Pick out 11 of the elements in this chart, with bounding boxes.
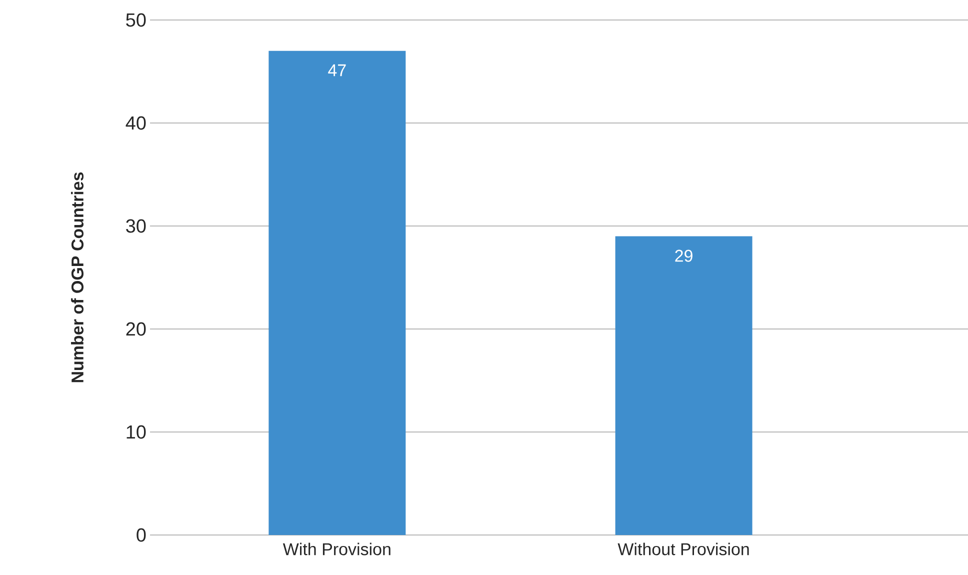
y-tick-label: 10 — [126, 425, 146, 439]
data-label: 47 — [328, 64, 346, 76]
y-tick-label: 20 — [126, 322, 146, 336]
y-tick-label: 0 — [136, 528, 146, 542]
data-label: 29 — [675, 250, 692, 262]
y-tick-label: 30 — [126, 219, 146, 233]
y-tick-label: 40 — [126, 116, 146, 130]
x-tick-label: Without Provision — [618, 542, 749, 556]
y-tick-label: 50 — [126, 13, 146, 27]
y-axis-title: Number of OGP Countries — [71, 172, 84, 382]
x-tick-label: With Provision — [282, 542, 390, 556]
